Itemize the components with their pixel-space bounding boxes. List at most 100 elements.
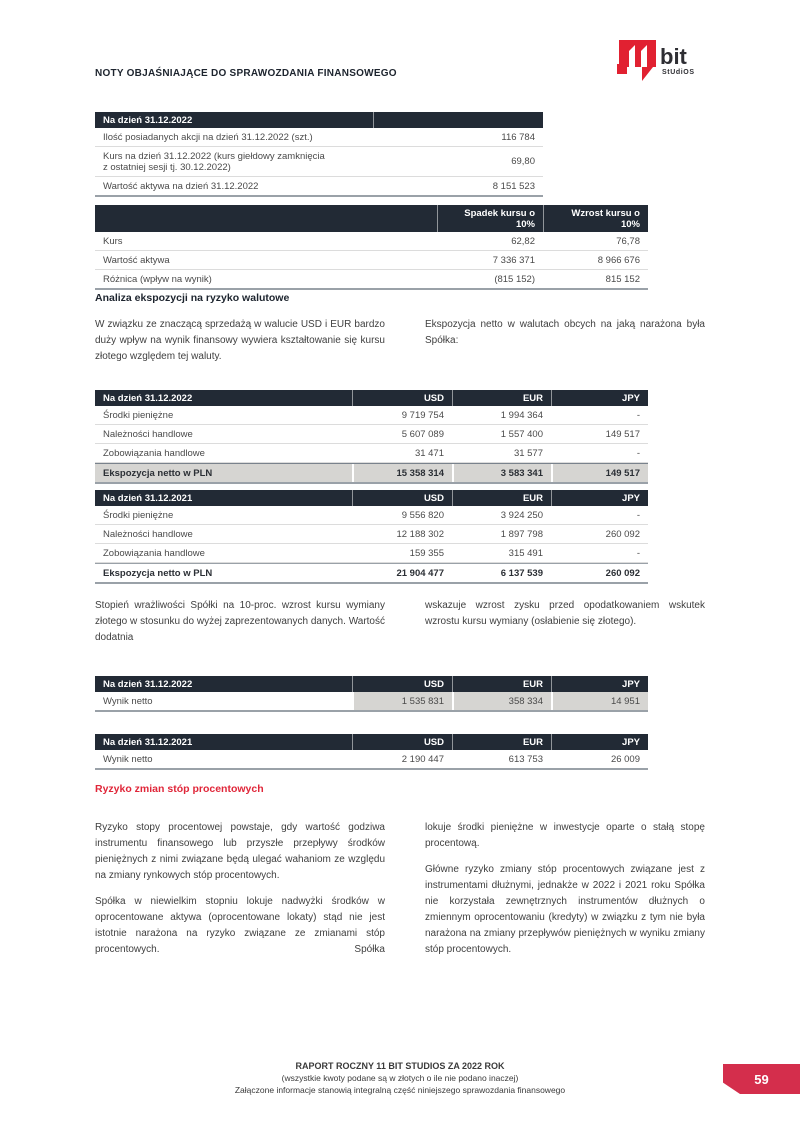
row-value: 1 535 831 xyxy=(352,692,452,710)
column-header-eur: EUR xyxy=(452,490,551,506)
column-header-eur: EUR xyxy=(452,676,551,692)
row-label: Należności handlowe xyxy=(103,528,193,540)
row-value: 7 336 371 xyxy=(492,254,535,266)
row-value: 815 152 xyxy=(605,273,640,285)
table-row: Zobowiązania handlowe 159 355 315 491 - xyxy=(95,544,648,563)
sensitivity-table-header: Spadek kursu o 10% Wzrost kursu o 10% xyxy=(95,205,648,232)
interest-risk-text: Ryzyko stopy procentowej powstaje, gdy w… xyxy=(95,820,705,958)
row-label: Ekspozycja netto w PLN xyxy=(103,567,213,579)
paragraph: Ryzyko stopy procentowej powstaje, gdy w… xyxy=(95,822,385,881)
row-value: 8 151 523 xyxy=(492,180,535,192)
table-row: Różnica (wpływ na wynik) (815 152) 815 1… xyxy=(95,270,648,290)
exposure-2022-header: Na dzień 31.12.2022 USD EUR JPY xyxy=(95,390,648,406)
row-value: 1 897 798 xyxy=(500,528,543,540)
column-header-usd: USD xyxy=(352,490,452,506)
table-total-row: Ekspozycja netto w PLN 21 904 477 6 137 … xyxy=(95,563,648,584)
table-row: Środki pieniężne 9 556 820 3 924 250 - xyxy=(95,506,648,525)
row-label: Wartość aktywa na dzień 31.12.2022 xyxy=(103,180,259,192)
table-header-label: Na dzień 31.12.2022 xyxy=(103,392,193,404)
row-value: 613 753 xyxy=(508,753,543,765)
table-header-label: Na dzień 31.12.2021 xyxy=(103,736,193,748)
row-value: 1 994 364 xyxy=(500,409,543,421)
row-value: 69,80 xyxy=(511,156,535,167)
text-column-right: lokuje środki pieniężne w inwestycje opa… xyxy=(425,820,705,958)
row-value: 9 556 820 xyxy=(401,509,444,521)
paragraph: W związku ze znaczącą sprzedażą w waluci… xyxy=(95,319,385,362)
paragraph: Spółka w niewielkim stopniu lokuje nadwy… xyxy=(95,896,385,955)
table-header-empty xyxy=(373,112,543,128)
row-label: Ekspozycja netto w PLN xyxy=(95,464,352,482)
footer-title: RAPORT ROCZNY 11 BIT STUDIOS ZA 2022 ROK xyxy=(295,1061,505,1071)
paragraph: wskazuje wzrost zysku przed opodatkowani… xyxy=(425,600,705,627)
row-value: 14 951 xyxy=(551,692,648,710)
table-row: Kurs na dzień 31.12.2022 (kurs giełdowy … xyxy=(95,147,543,177)
paragraph: lokuje środki pieniężne w inwestycje opa… xyxy=(425,822,705,849)
column-header: Spadek kursu o 10% xyxy=(437,205,543,232)
row-value: 12 188 302 xyxy=(396,528,444,540)
column-header-usd: USD xyxy=(352,676,452,692)
row-label: Kurs xyxy=(103,235,123,247)
row-value: 159 355 xyxy=(409,547,444,559)
svg-text:bit: bit xyxy=(660,44,688,69)
row-value: 5 607 089 xyxy=(401,428,444,440)
row-label: Kurs na dzień 31.12.2022 (kurs giełdowy … xyxy=(103,150,325,173)
row-value: 26 009 xyxy=(610,753,640,765)
row-value: 2 190 447 xyxy=(401,753,444,765)
row-value: 3 924 250 xyxy=(500,509,543,521)
text-column-right: Ekspozycja netto w walutach obcych na ja… xyxy=(425,317,705,365)
text-column-left: Stopień wrażliwości Spółki na 10-proc. w… xyxy=(95,598,385,646)
row-value: 358 334 xyxy=(452,692,551,710)
row-value: - xyxy=(636,447,640,459)
page-title: NOTY OBJAŚNIAJĄCE DO SPRAWOZDANIA FINANS… xyxy=(95,68,397,79)
row-value: 260 092 xyxy=(605,567,640,579)
row-value: 116 784 xyxy=(501,131,535,143)
paragraph: Główne ryzyko zmiany stóp procentowych z… xyxy=(425,864,705,955)
row-value: (815 152) xyxy=(494,273,535,285)
table-row: Środki pieniężne 9 719 754 1 994 364 - xyxy=(95,406,648,425)
table-row: Ilość posiadanych akcji na dzień 31.12.2… xyxy=(95,128,543,147)
table-row: Wartość aktywa na dzień 31.12.2022 8 151… xyxy=(95,177,543,197)
row-label: Wartość aktywa xyxy=(103,254,170,266)
currency-risk-intro: W związku ze znaczącą sprzedażą w waluci… xyxy=(95,317,705,365)
eleven-bit-studios-logo-icon: bit StUdiOS xyxy=(617,40,695,81)
row-value: 21 904 477 xyxy=(396,567,444,579)
table-header-label: Na dzień 31.12.2021 xyxy=(103,492,193,504)
row-label: Ilość posiadanych akcji na dzień 31.12.2… xyxy=(103,131,313,143)
page-number-badge: 59 xyxy=(723,1064,800,1094)
column-header-usd: USD xyxy=(352,390,452,406)
row-value: 76,78 xyxy=(616,235,640,247)
net-result-2022-table: Na dzień 31.12.2022 USD EUR JPY Wynik ne… xyxy=(95,676,648,712)
column-header-jpy: JPY xyxy=(551,676,648,692)
column-header-jpy: JPY xyxy=(551,490,648,506)
net-result-2022-header: Na dzień 31.12.2022 USD EUR JPY xyxy=(95,676,648,692)
column-header: Wzrost kursu o 10% xyxy=(543,205,648,232)
sensitivity-note: Stopień wrażliwości Spółki na 10-proc. w… xyxy=(95,598,705,646)
row-value: - xyxy=(636,509,640,521)
page-number: 59 xyxy=(754,1071,769,1087)
company-logo: bit StUdiOS xyxy=(617,39,701,83)
row-value: 31 577 xyxy=(513,447,543,459)
column-header-jpy: JPY xyxy=(551,390,648,406)
exposure-2021-table: Na dzień 31.12.2021 USD EUR JPY Środki p… xyxy=(95,490,648,584)
footer-note-2: Załączone informacje stanowią integralną… xyxy=(234,1085,566,1095)
row-label: Środki pieniężne xyxy=(103,509,174,521)
row-label: Wynik netto xyxy=(103,695,153,707)
text-column-right: wskazuje wzrost zysku przed opodatkowani… xyxy=(425,598,705,646)
row-value: 149 517 xyxy=(605,428,640,440)
footer-note-1: (wszystkie kwoty podane są w złotych o i… xyxy=(281,1073,519,1083)
row-value: 1 557 400 xyxy=(500,428,543,440)
row-label: Środki pieniężne xyxy=(103,409,174,421)
rate-sensitivity-table: Spadek kursu o 10% Wzrost kursu o 10% Ku… xyxy=(95,205,648,290)
svg-text:StUdiOS: StUdiOS xyxy=(662,69,695,76)
row-label: Wynik netto xyxy=(103,753,153,765)
paragraph: Stopień wrażliwości Spółki na 10-proc. w… xyxy=(95,600,385,643)
row-value: 315 491 xyxy=(508,547,543,559)
section-heading-interest-risk: Ryzyko zmian stóp procentowych xyxy=(95,783,264,795)
table-total-row: Ekspozycja netto w PLN 15 358 314 3 583 … xyxy=(95,463,648,484)
shares-table: Na dzień 31.12.2022 Ilość posiadanych ak… xyxy=(95,112,543,197)
row-value: 8 966 676 xyxy=(597,254,640,266)
table-row: Zobowiązania handlowe 31 471 31 577 - xyxy=(95,444,648,463)
table-row: Należności handlowe 12 188 302 1 897 798… xyxy=(95,525,648,544)
row-label: Należności handlowe xyxy=(103,428,193,440)
